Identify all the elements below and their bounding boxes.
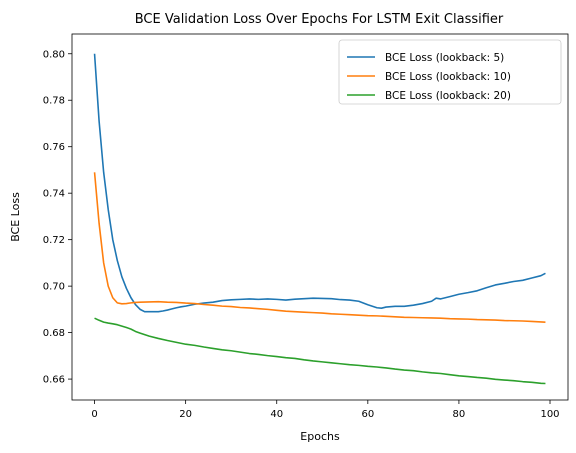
y-tick-label: 0.74: [43, 189, 65, 200]
y-tick-label: 0.78: [43, 96, 65, 107]
x-tick-label: 80: [453, 409, 466, 420]
x-tick-label: 20: [179, 409, 192, 420]
y-tick-label: 0.80: [43, 49, 65, 60]
legend: BCE Loss (lookback: 5) BCE Loss (lookback…: [338, 39, 562, 105]
plot-lines: [93, 53, 546, 385]
plot-frame: [71, 33, 569, 401]
legend-label-1: BCE Loss (lookback: 5): [385, 52, 504, 64]
y-tick-label: 0.76: [43, 142, 65, 153]
x-tick-label: 100: [540, 409, 559, 420]
y-axis-ticks: 0.66 0.68 0.70 0.72 0.74 0.76 0.78 0.80: [43, 49, 72, 386]
x-tick-label: 0: [91, 409, 97, 420]
y-tick-label: 0.68: [43, 328, 65, 339]
y-tick-label: 0.70: [43, 282, 65, 293]
x-tick-label: 40: [270, 409, 283, 420]
legend-label-2: BCE Loss (lookback: 10): [385, 71, 511, 83]
x-axis-ticks: 0 20 40 60 80 100: [91, 400, 560, 420]
series-line-3: [94, 317, 546, 385]
legend-box: [338, 39, 562, 105]
legend-label-3: BCE Loss (lookback: 20): [385, 90, 511, 102]
y-axis-label: BCE Loss: [9, 192, 22, 242]
series-line-1: [93, 53, 546, 313]
y-tick-label: 0.66: [43, 375, 65, 386]
chart-title: BCE Validation Loss Over Epochs For LSTM…: [135, 12, 504, 27]
x-tick-label: 60: [361, 409, 374, 420]
series-line-2: [93, 172, 546, 323]
x-axis-label: Epochs: [300, 430, 340, 443]
y-tick-label: 0.72: [43, 235, 65, 246]
